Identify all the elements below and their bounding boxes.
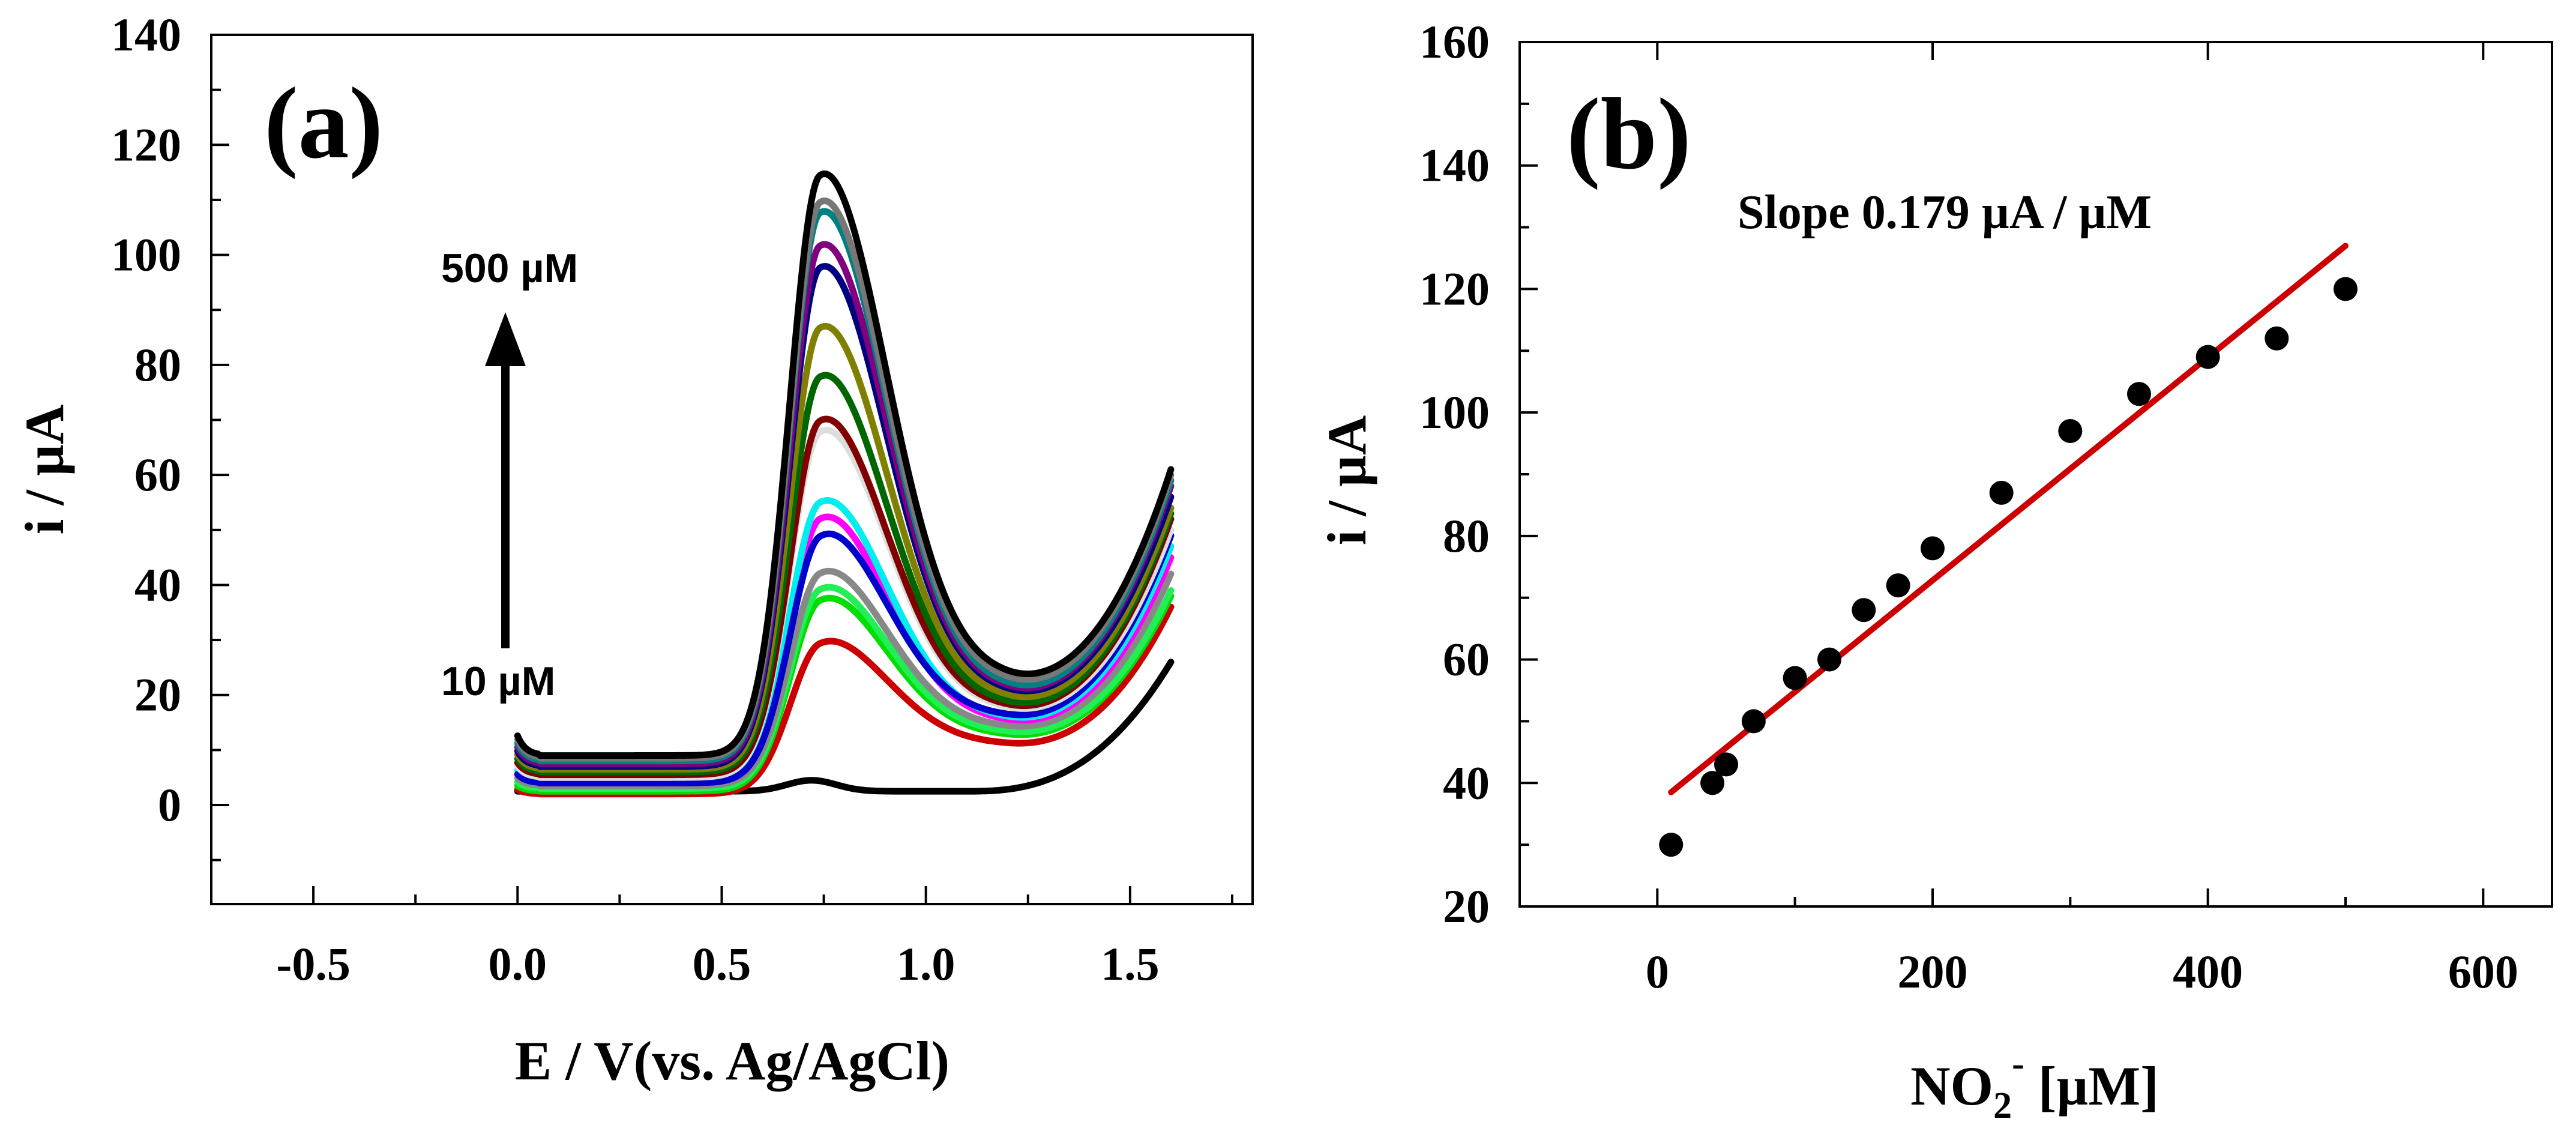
panel-b-label: (b) — [1566, 77, 1691, 190]
x-tick-label: -0.5 — [276, 938, 350, 990]
panel-b-y-tick-labels: 20 40 60 80 100 120 140 160 — [1419, 16, 1490, 932]
panel-b: 0 200 400 600 20 40 60 80 100 120 140 160 (b) Slop… — [1316, 16, 2553, 1126]
y-tick-label: 120 — [1419, 262, 1490, 315]
linear-fit-line — [1668, 243, 2349, 795]
panel-a-plot-frame — [210, 34, 1254, 905]
y-tick-label: 60 — [134, 448, 181, 501]
data-point — [1852, 598, 1876, 623]
x-tick-label: 0 — [1646, 945, 1669, 998]
panel-b-x-axis-label: NO2- [µM] — [1910, 1043, 2159, 1126]
concentration-arrow-icon — [485, 312, 526, 648]
panel-b-fit — [1668, 243, 2349, 795]
x-tick-label: 200 — [1898, 945, 1968, 998]
y-tick-label: 140 — [1419, 139, 1490, 192]
x-tick-label: 0.0 — [489, 938, 547, 990]
x-tick-label: 0.5 — [693, 938, 751, 990]
panel-a-x-axis-label: E / V(vs. Ag/AgCl) — [515, 1030, 949, 1091]
data-point — [1714, 752, 1738, 777]
data-point — [1741, 709, 1766, 734]
data-point — [1783, 666, 1807, 690]
data-point — [1886, 573, 1910, 598]
data-point — [1921, 536, 1945, 561]
y-tick-label: 100 — [111, 229, 181, 281]
y-tick-label: 40 — [134, 558, 181, 611]
voltammogram-curve — [514, 170, 1175, 759]
data-point — [1659, 833, 1684, 857]
panel-a-ticks — [210, 34, 1233, 904]
panel-b-ticks — [1518, 41, 2485, 908]
y-tick-label: 160 — [1419, 16, 1490, 68]
panel-a-x-tick-labels: -0.5 0.0 0.5 1.0 1.5 — [276, 938, 1159, 990]
data-point — [2334, 277, 2358, 301]
y-tick-label: 0 — [158, 779, 181, 831]
x-tick-label: 400 — [2173, 945, 2243, 998]
panel-a-y-tick-labels: 0 20 40 60 80 100 120 140 — [111, 8, 181, 831]
y-tick-label: 20 — [134, 669, 181, 721]
data-point — [2265, 326, 2289, 351]
data-point — [1989, 480, 2014, 505]
panel-b-points — [1659, 277, 2358, 857]
x-tick-label: 1.0 — [897, 938, 955, 990]
slope-annotation: Slope 0.179 µA / µM — [1738, 186, 2152, 239]
y-tick-label: 120 — [111, 118, 181, 170]
y-tick-label: 140 — [111, 8, 181, 61]
panel-b-x-tick-labels: 0 200 400 600 — [1646, 945, 2518, 998]
y-tick-label: 100 — [1419, 386, 1490, 438]
data-point — [2195, 345, 2220, 369]
annotation-500um: 500 µM — [441, 246, 578, 291]
voltammogram-curve — [514, 530, 1175, 786]
data-point — [1700, 771, 1725, 795]
panel-a-curves — [514, 170, 1175, 798]
x-tick-label: 1.5 — [1101, 938, 1160, 990]
y-tick-label: 80 — [1443, 510, 1490, 562]
data-point — [2127, 382, 2151, 406]
y-tick-label: 20 — [1443, 880, 1490, 932]
panel-b-y-axis-label: i / µA — [1316, 415, 1377, 546]
y-tick-label: 80 — [134, 339, 181, 391]
panel-a-label: (a) — [264, 67, 383, 179]
y-tick-label: 60 — [1443, 633, 1490, 686]
annotation-10um: 10 µM — [441, 659, 555, 704]
voltammogram-curve — [514, 513, 1175, 786]
data-point — [2058, 419, 2083, 443]
x-tick-label: 600 — [2448, 945, 2518, 998]
y-tick-label: 40 — [1443, 756, 1490, 809]
panel-a-y-axis-label: i / µA — [14, 405, 75, 535]
data-point — [1817, 647, 1841, 672]
